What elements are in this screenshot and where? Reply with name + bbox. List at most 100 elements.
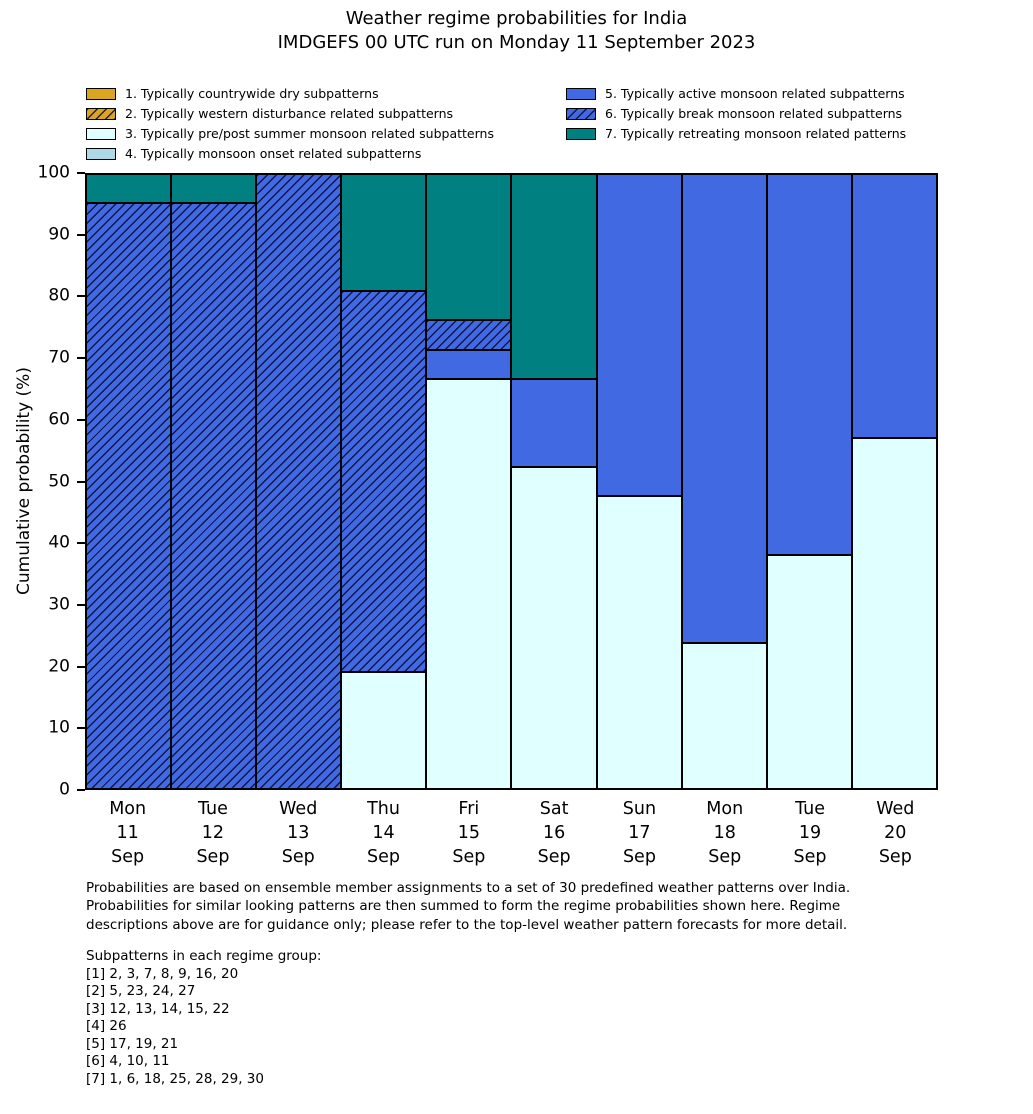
y-tick-label: 50 <box>48 471 70 491</box>
x-tick-label-sat-16-sep: Sat 16 Sep <box>511 797 596 869</box>
bar-segment-regime-6 <box>426 320 512 350</box>
x-tick-label-line: Mon <box>109 799 147 819</box>
y-tick-mark <box>77 295 85 298</box>
bar-segment-regime-7 <box>86 174 172 204</box>
y-tick-mark <box>77 665 85 668</box>
chart-subtitle: IMDGEFS 00 UTC run on Monday 11 Septembe… <box>277 32 756 53</box>
bar-wed-20-sep <box>851 174 937 789</box>
x-tick-label-line: Fri <box>458 799 480 819</box>
y-tick-mark <box>77 727 85 730</box>
footnote: Probabilities are based on ensemble memb… <box>86 879 850 934</box>
legend-label-regime-2: 2. Typically western disturbance related… <box>125 106 454 121</box>
bar-segment-regime-5 <box>851 174 937 438</box>
x-tick-label-line: Sep <box>196 847 230 867</box>
y-tick-label: 10 <box>48 717 70 738</box>
y-tick-mark <box>77 480 85 483</box>
x-tick-label-line: 15 <box>457 823 480 843</box>
subpattern-group-line: [1] 2, 3, 7, 8, 9, 16, 20 <box>86 965 239 982</box>
legend-item-regime-3: 3. Typically pre/post summer monsoon rel… <box>86 127 566 140</box>
bar-mon-18-sep <box>681 174 767 789</box>
subpattern-group-line: [3] 12, 13, 14, 15, 22 <box>86 1000 230 1017</box>
legend-swatch-regime-3 <box>86 127 116 140</box>
x-tick-label-wed-13-sep: Wed 13 Sep <box>256 797 341 869</box>
plot-area <box>85 173 938 790</box>
x-tick-label-line: Sat <box>539 799 569 819</box>
bar-segment-regime-5 <box>766 174 852 555</box>
legend-column-left: 1. Typically countrywide dry subpatterns… <box>86 87 566 160</box>
x-tick-label-line: Thu <box>367 799 400 819</box>
y-tick-label: 30 <box>48 594 70 615</box>
bar-segment-regime-6 <box>171 203 257 789</box>
x-tick-label-line: Sep <box>793 847 827 867</box>
legend-swatch-regime-6 <box>566 107 596 120</box>
legend-item-regime-2: 2. Typically western disturbance related… <box>86 107 566 120</box>
bar-segment-regime-6 <box>86 203 172 789</box>
bar-segment-regime-3 <box>681 642 767 789</box>
x-tick-label-line: 12 <box>201 823 225 843</box>
bar-segment-regime-5 <box>511 379 597 467</box>
chart-legend: 1. Typically countrywide dry subpatterns… <box>86 87 939 160</box>
bar-segment-regime-3 <box>426 379 512 789</box>
bar-segment-regime-6 <box>341 291 427 672</box>
chart-title-block: Weather regime probabilities for India I… <box>0 7 1033 55</box>
bar-segment-regime-7 <box>426 174 512 321</box>
x-tick-label-line: 17 <box>628 823 651 843</box>
y-tick-label: 70 <box>48 347 70 368</box>
y-tick-label: 100 <box>37 162 70 183</box>
x-tick-label-thu-14-sep: Thu 14 Sep <box>341 797 426 869</box>
legend-item-regime-7: 7. Typically retreating monsoon related … <box>566 127 939 140</box>
legend-label-regime-3: 3. Typically pre/post summer monsoon rel… <box>125 126 494 141</box>
legend-column-right: 5. Typically active monsoon related subp… <box>566 87 939 160</box>
bar-segment-regime-3 <box>596 496 682 789</box>
bar-fri-15-sep <box>426 174 512 789</box>
x-tick-label-fri-15-sep: Fri 15 Sep <box>426 797 511 869</box>
x-tick-label-wed-20-sep: Wed 20 Sep <box>853 797 938 869</box>
x-tick-label-line: Sep <box>367 847 401 867</box>
bar-segment-regime-3 <box>766 554 852 789</box>
legend-label-regime-7: 7. Typically retreating monsoon related … <box>605 126 907 141</box>
bar-thu-14-sep <box>341 174 427 789</box>
x-tick-label-line: Sep <box>111 847 145 867</box>
subpattern-group-line: [2] 5, 23, 24, 27 <box>86 983 196 999</box>
x-tick-label-line: Sep <box>537 847 571 867</box>
chart-title: Weather regime probabilities for India <box>345 8 688 29</box>
y-tick-label: 90 <box>48 224 70 245</box>
subpatterns-title: Subpatterns in each regime group: <box>86 948 322 964</box>
x-tick-label-line: Sep <box>452 847 486 867</box>
x-tick-label-sun-17-sep: Sun 17 Sep <box>597 797 682 869</box>
subpattern-group-line: [6] 4, 10, 11 <box>86 1053 170 1069</box>
subpatterns-list: [1] 2, 3, 7, 8, 9, 16, 20 [2] 5, 23, 24, … <box>86 966 321 1089</box>
x-tick-label-tue-12-sep: Tue 12 Sep <box>170 797 255 869</box>
bar-segment-regime-3 <box>851 437 937 789</box>
y-tick-label: 0 <box>59 779 70 800</box>
footnote-line: Probabilities are based on ensemble memb… <box>86 880 851 896</box>
bar-tue-12-sep <box>171 174 257 789</box>
y-tick-mark <box>77 542 85 545</box>
x-tick-label-line: Wed <box>279 799 318 819</box>
x-tick-label-line: Wed <box>876 799 915 819</box>
bar-segment-regime-3 <box>511 466 597 789</box>
legend-label-regime-6: 6. Typically break monsoon related subpa… <box>605 106 903 121</box>
legend-item-regime-5: 5. Typically active monsoon related subp… <box>566 87 939 100</box>
y-tick-mark <box>77 418 85 421</box>
legend-item-regime-4: 4. Typically monsoon onset related subpa… <box>86 147 566 160</box>
bars-container <box>86 174 937 789</box>
y-tick-mark <box>77 789 85 791</box>
x-tick-label-line: Sep <box>708 847 742 867</box>
bar-segment-regime-7 <box>341 174 427 292</box>
x-tick-label-line: 19 <box>798 823 822 843</box>
x-tick-label-line: 11 <box>116 823 139 843</box>
bar-mon-11-sep <box>86 174 172 789</box>
legend-swatch-regime-5 <box>566 87 596 100</box>
x-tick-label-line: Sep <box>622 847 656 867</box>
y-tick-mark <box>77 357 85 360</box>
bar-segment-regime-7 <box>171 174 257 204</box>
y-tick-mark <box>77 233 85 236</box>
y-tick-label: 80 <box>48 285 70 306</box>
subpattern-group-line: [5] 17, 19, 21 <box>86 1035 179 1052</box>
x-tick-label-line: Sep <box>878 847 912 867</box>
legend-item-regime-6: 6. Typically break monsoon related subpa… <box>566 107 939 120</box>
x-tick-label-tue-19-sep: Tue 19 Sep <box>767 797 852 869</box>
x-tick-label-mon-11-sep: Mon 11 Sep <box>85 797 170 869</box>
